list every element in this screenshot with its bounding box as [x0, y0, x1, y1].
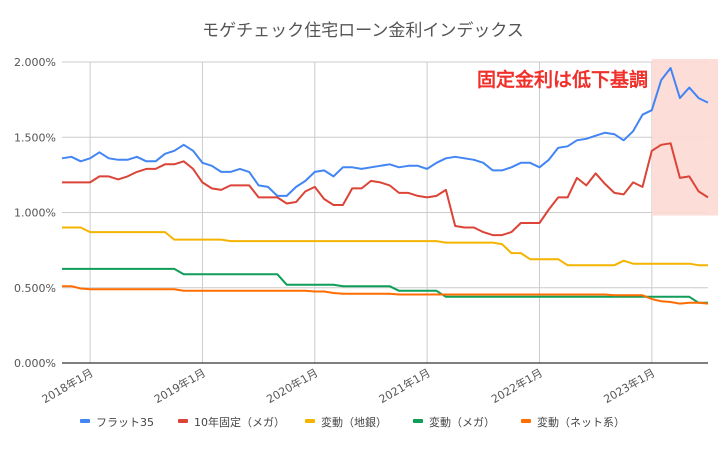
- y-tick-label: 0.500%: [14, 282, 56, 295]
- y-tick-label: 0.000%: [14, 357, 56, 370]
- series-line-2: [62, 226, 708, 267]
- gridlines: [62, 61, 708, 363]
- y-tick-label: 2.000%: [14, 56, 56, 69]
- legend-item: 変動（メガ）: [413, 415, 495, 429]
- highlight-region: [651, 59, 718, 216]
- legend-swatch: [305, 419, 315, 423]
- series-lines: [61, 67, 709, 305]
- x-tick-label: 2023年1月: [601, 365, 657, 406]
- legend-item: フラット35: [80, 416, 154, 429]
- chart-title: モゲチェック住宅ローン金利インデックス: [202, 20, 524, 41]
- legend: フラット35 10年固定（メガ） 変動（地銀） 変動（メガ） 変動（ネット系）: [80, 415, 625, 429]
- legend-item: 変動（ネット系）: [521, 415, 625, 429]
- series-line-4: [62, 285, 709, 305]
- legend-item: 10年固定（メガ）: [178, 415, 285, 429]
- y-tick-label: 1.500%: [14, 131, 56, 144]
- x-tick-label: 2019年1月: [152, 365, 208, 406]
- x-tick-label: 2018年1月: [39, 365, 95, 406]
- x-tick-label: 2021年1月: [376, 365, 432, 406]
- series-line-0: [61, 67, 709, 197]
- legend-label: 変動（ネット系）: [537, 415, 625, 429]
- series-line-3: [62, 267, 708, 304]
- annotation-text: 固定金利は低下基調: [477, 68, 648, 91]
- series-line-1: [62, 142, 709, 237]
- legend-label: 10年固定（メガ）: [194, 415, 285, 429]
- legend-swatch: [80, 419, 90, 423]
- legend-label: 変動（メガ）: [429, 415, 495, 429]
- legend-label: 変動（地銀）: [321, 415, 387, 429]
- legend-item: 変動（地銀）: [305, 415, 387, 429]
- legend-swatch: [178, 419, 188, 423]
- legend-label: フラット35: [96, 416, 154, 429]
- y-axis-ticks: 0.000% 0.500% 1.000% 1.500% 2.000%: [14, 56, 56, 370]
- legend-swatch: [413, 419, 423, 423]
- y-tick-label: 1.000%: [14, 207, 56, 220]
- x-axis-ticks: 2018年1月 2019年1月 2020年1月 2021年1月 2022年1月 2023年…: [39, 365, 657, 406]
- x-tick-label: 2020年1月: [264, 365, 320, 406]
- x-tick-label: 2022年1月: [489, 365, 545, 406]
- legend-swatch: [521, 419, 531, 423]
